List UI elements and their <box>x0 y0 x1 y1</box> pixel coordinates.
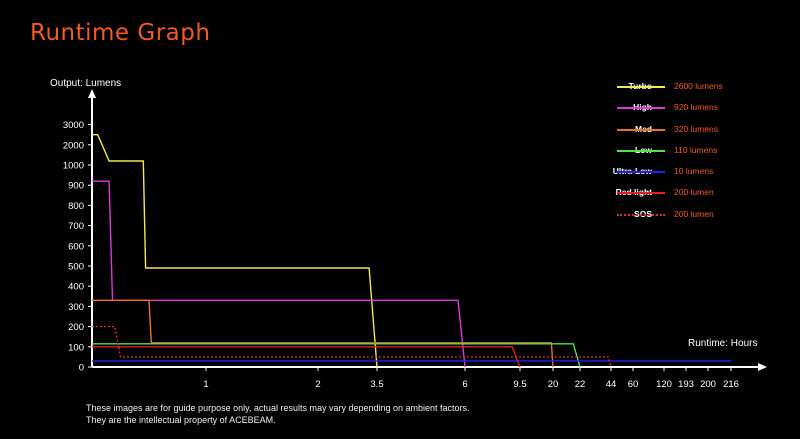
x-tick-label: 44 <box>606 379 617 390</box>
legend-rated-output: 200 lumen <box>674 187 714 198</box>
x-tick-label: 2 <box>315 379 320 390</box>
y-axis-title: Output: Lumens <box>50 78 122 89</box>
x-tick-label: 120 <box>656 379 672 390</box>
series-line-med <box>92 299 554 368</box>
legend-swatch <box>617 86 665 88</box>
legend-swatch <box>617 213 665 216</box>
y-tick-label: 1000 <box>63 161 84 172</box>
legend-item-high: High 920 lumens <box>540 99 760 120</box>
legend-item-med: Med 320 lumens <box>540 121 760 142</box>
legend-swatch <box>617 171 665 174</box>
y-tick-label: 800 <box>68 201 84 212</box>
y-tick-label: 300 <box>68 302 84 313</box>
series-line-red-light <box>92 346 521 368</box>
x-tick-label: 22 <box>575 379 586 390</box>
y-axis-arrow <box>88 89 96 98</box>
legend-item-sos: SOS 200 lumen <box>540 206 760 227</box>
y-tick-label: 2000 <box>63 140 84 151</box>
legend-item-ultra-low: Ultra-Low 10 lumens <box>540 163 760 184</box>
y-tick-label: 700 <box>68 221 84 232</box>
x-axis-title: Runtime: Hours <box>688 338 758 349</box>
chart-title: Runtime Graph <box>30 20 211 46</box>
legend: Turbo 2600 lumens High 920 lumens Med 320 lum… <box>540 78 760 227</box>
x-tick-label: 193 <box>678 379 694 390</box>
x-tick-label: 9.5 <box>513 379 526 390</box>
series-line-low <box>92 343 581 368</box>
x-tick-label: 3.5 <box>370 379 383 390</box>
x-tick-label: 200 <box>700 379 716 390</box>
y-tick-label: 3000 <box>63 120 84 131</box>
legend-rated-output: 920 lumens <box>674 102 718 113</box>
footnote-line-2: They are the intellectual property of AC… <box>86 415 276 425</box>
y-tick-label: 600 <box>68 241 84 252</box>
legend-item-red-light: Red light 200 lumen <box>540 184 760 205</box>
legend-swatch <box>617 107 665 110</box>
x-axis-arrow <box>758 363 767 371</box>
legend-swatch <box>617 149 665 152</box>
legend-rated-output: 200 lumen <box>674 208 714 219</box>
legend-swatch <box>617 128 665 131</box>
x-tick-label: 6 <box>462 379 467 390</box>
legend-swatch <box>617 192 665 195</box>
legend-rated-output: 320 lumens <box>674 123 718 134</box>
legend-rated-output: 2600 lumens <box>674 81 723 91</box>
x-tick-label: 216 <box>723 379 739 390</box>
x-tick-label: 60 <box>628 379 639 390</box>
legend-item-turbo: Turbo 2600 lumens <box>540 78 760 99</box>
y-tick-label: 900 <box>68 181 84 192</box>
footnote: These images are for guide purpose only,… <box>86 402 470 426</box>
series-line-high <box>92 180 466 368</box>
y-tick-label: 400 <box>68 282 84 293</box>
x-tick-label: 20 <box>548 379 559 390</box>
legend-rated-output: 110 lumens <box>674 144 718 155</box>
y-tick-label: 100 <box>68 342 84 353</box>
y-tick-label: 200 <box>68 322 84 333</box>
footnote-line-1: These images are for guide purpose only,… <box>86 403 470 413</box>
x-tick-label: 1 <box>203 379 208 390</box>
series-line-turbo <box>92 133 378 368</box>
y-tick-label: 0 <box>79 363 84 374</box>
series-line-sos <box>92 325 612 368</box>
y-tick-label: 500 <box>68 262 84 273</box>
legend-item-low: Low 110 lumens <box>540 142 760 163</box>
legend-rated-output: 10 lumens <box>674 166 714 177</box>
